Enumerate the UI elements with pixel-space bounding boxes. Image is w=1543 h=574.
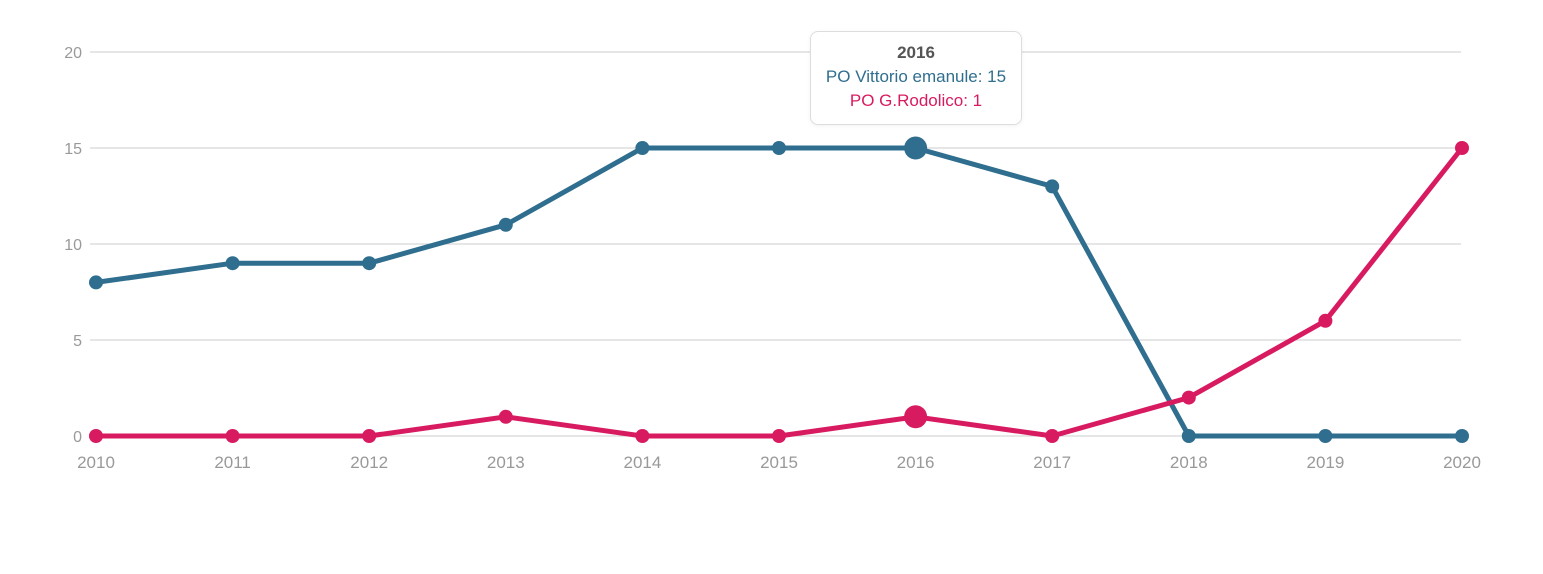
- x-axis-label: 2018: [1170, 453, 1208, 472]
- data-point-0-2020[interactable]: [1455, 429, 1469, 443]
- y-axis-label: 15: [64, 141, 82, 158]
- x-axis-label: 2017: [1033, 453, 1071, 472]
- x-axis-label: 2010: [77, 453, 115, 472]
- x-axis-label: 2014: [623, 453, 661, 472]
- data-point-1-2015[interactable]: [772, 429, 786, 443]
- x-axis-label: 2011: [214, 453, 251, 472]
- x-axis-label: 2016: [897, 453, 935, 472]
- chart-tooltip: 2016 PO Vittorio emanule: 15 PO G.Rodoli…: [810, 31, 1022, 125]
- x-axis-label: 2020: [1443, 453, 1481, 472]
- x-axis-label: 2019: [1306, 453, 1344, 472]
- data-point-0-2013[interactable]: [498, 217, 513, 232]
- y-axis-label: 20: [64, 45, 82, 62]
- y-axis-label: 10: [64, 237, 82, 254]
- data-point-1-2014[interactable]: [635, 429, 650, 443]
- y-axis-label: 5: [73, 333, 82, 350]
- data-point-0-2015[interactable]: [772, 141, 786, 155]
- data-point-0-2018[interactable]: [1181, 429, 1196, 443]
- data-point-1-2019[interactable]: [1318, 313, 1333, 328]
- data-point-0-2010[interactable]: [89, 275, 103, 290]
- data-point-1-2017[interactable]: [1045, 429, 1060, 443]
- data-point-1-2020[interactable]: [1455, 141, 1469, 155]
- x-axis-label: 2013: [487, 453, 525, 472]
- series-line-0: [93, 145, 1465, 439]
- x-axis-label: 2012: [350, 453, 388, 472]
- tooltip-title: 2016: [897, 43, 935, 62]
- y-axis-label: 0: [73, 429, 82, 446]
- data-point-0-2011[interactable]: [225, 256, 240, 271]
- data-point-1-2012[interactable]: [362, 429, 377, 443]
- data-point-1-2018[interactable]: [1181, 390, 1196, 405]
- x-axis-label: 2015: [760, 453, 798, 472]
- tooltip-series-vittorio-value: PO Vittorio emanule: 15: [825, 67, 1007, 86]
- data-point-1-2010[interactable]: [89, 429, 103, 443]
- data-point-1-2013[interactable]: [498, 409, 513, 424]
- data-point-0-2012[interactable]: [362, 256, 377, 271]
- data-point-0-2016[interactable]: [904, 136, 928, 160]
- data-point-0-2014[interactable]: [635, 141, 650, 155]
- data-point-1-2016[interactable]: [904, 405, 928, 429]
- data-point-0-2017[interactable]: [1045, 179, 1060, 194]
- data-point-0-2019[interactable]: [1318, 429, 1333, 443]
- series-line-1: [93, 145, 1465, 439]
- data-point-1-2011[interactable]: [225, 429, 240, 443]
- tooltip-series-rodolico-value: PO G.Rodolico: 1: [849, 91, 983, 110]
